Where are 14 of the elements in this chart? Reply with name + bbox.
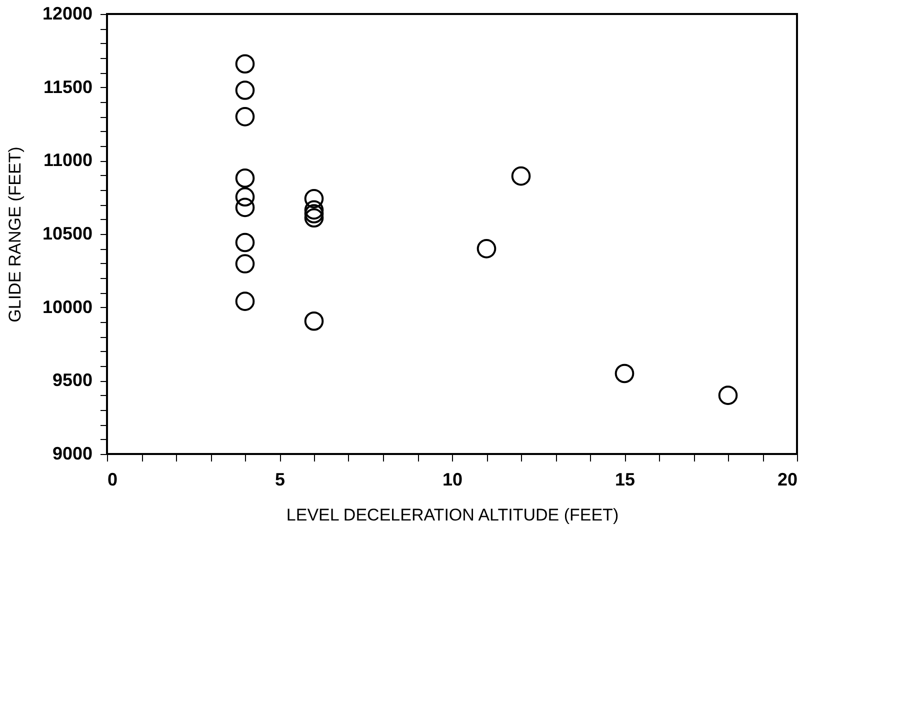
y-tick-label: 11000 [43, 150, 92, 170]
x-tick-label: 15 [614, 470, 636, 490]
y-tick-label: 11500 [43, 76, 92, 97]
x-tick-label: 10 [442, 470, 463, 490]
y-tick-label: 9000 [52, 444, 92, 464]
y-tick-label: 10500 [42, 224, 92, 244]
y-axis-title: GLIDE RANGE (FEET) [5, 146, 24, 322]
x-tick-label: 0 [108, 470, 118, 490]
y-tick-label: 9500 [52, 370, 92, 390]
x-tick-label: 20 [777, 470, 798, 490]
x-tick-label: 5 [274, 470, 286, 490]
y-tick-label: 12000 [42, 4, 92, 24]
y-tick-label: 10000 [42, 296, 92, 317]
x-axis-title: LEVEL DECELERATION ALTITUDE (FEET) [286, 506, 619, 524]
